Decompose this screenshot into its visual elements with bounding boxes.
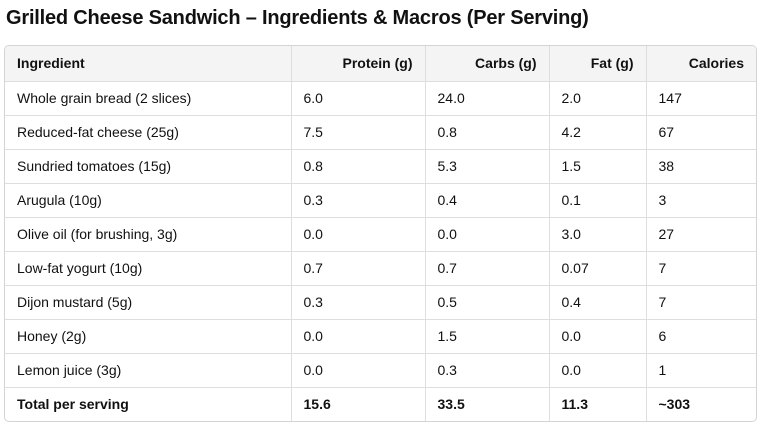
cell-fat: 4.2 (549, 115, 647, 150)
table-row: Dijon mustard (5g) 0.3 0.5 0.4 7 (5, 285, 756, 320)
cell-protein: 0.3 (291, 285, 426, 320)
cell-protein: 15.6 (291, 387, 426, 421)
cell-protein: 0.3 (291, 183, 426, 218)
cell-calories: 147 (646, 81, 756, 116)
cell-ingredient: Reduced-fat cheese (25g) (5, 115, 292, 150)
cell-calories: 38 (646, 149, 756, 184)
cell-ingredient: Dijon mustard (5g) (5, 285, 292, 320)
cell-calories: 1 (646, 353, 756, 388)
cell-protein: 7.5 (291, 115, 426, 150)
cell-fat: 1.5 (549, 149, 647, 184)
header-carbs: Carbs (g) (425, 46, 550, 82)
table-row: Sundried tomatoes (15g) 0.8 5.3 1.5 38 (5, 149, 756, 184)
cell-fat: 3.0 (549, 217, 647, 252)
table-row: Reduced-fat cheese (25g) 7.5 0.8 4.2 67 (5, 115, 756, 150)
page-title: Grilled Cheese Sandwich – Ingredients & … (6, 7, 589, 29)
cell-fat: 0.0 (549, 319, 647, 354)
cell-ingredient: Sundried tomatoes (15g) (5, 149, 292, 184)
cell-protein: 0.0 (291, 353, 426, 388)
cell-ingredient: Low-fat yogurt (10g) (5, 251, 292, 286)
cell-carbs: 0.3 (425, 353, 550, 388)
cell-fat: 0.0 (549, 353, 647, 388)
cell-carbs: 0.8 (425, 115, 550, 150)
cell-protein: 0.8 (291, 149, 426, 184)
cell-calories: 67 (646, 115, 756, 150)
macros-table: Ingredient Protein (g) Carbs (g) Fat (g)… (4, 45, 757, 422)
table-row: Honey (2g) 0.0 1.5 0.0 6 (5, 319, 756, 354)
cell-calories: 7 (646, 251, 756, 286)
cell-calories: 27 (646, 217, 756, 252)
cell-calories: ~303 (658, 396, 691, 413)
cell-carbs: 33.5 (425, 387, 550, 421)
total-row: Total per serving 15.6 33.5 11.3 ~303 (5, 387, 756, 421)
cell-protein: 0.0 (291, 319, 426, 354)
header-calories: Calories (646, 46, 756, 82)
cell-carbs: 5.3 (425, 149, 550, 184)
cell-carbs: 1.5 (425, 319, 550, 354)
table-row: Low-fat yogurt (10g) 0.7 0.7 0.07 7 (5, 251, 756, 286)
cell-carbs: 0.5 (425, 285, 550, 320)
header-ingredient: Ingredient (5, 46, 292, 82)
cell-protein: 6.0 (291, 81, 426, 116)
header-protein: Protein (g) (291, 46, 426, 82)
cell-fat: 0.07 (549, 251, 647, 286)
table-header-row: Ingredient Protein (g) Carbs (g) Fat (g)… (5, 46, 756, 82)
cell-fat: 0.4 (549, 285, 647, 320)
cell-calories: 3 (646, 183, 756, 218)
table-row: Whole grain bread (2 slices) 6.0 24.0 2.… (5, 81, 756, 116)
table-row: Olive oil (for brushing, 3g) 0.0 0.0 3.0… (5, 217, 756, 252)
cell-protein: 0.7 (291, 251, 426, 286)
cell-ingredient: Olive oil (for brushing, 3g) (5, 217, 292, 252)
cell-calories: 7 (646, 285, 756, 320)
cell-carbs: 0.7 (425, 251, 550, 286)
table-row: Lemon juice (3g) 0.0 0.3 0.0 1 (5, 353, 756, 388)
header-fat: Fat (g) (549, 46, 647, 82)
cell-carbs: 0.0 (425, 217, 550, 252)
cell-ingredient: Honey (2g) (5, 319, 292, 354)
cell-fat: 2.0 (549, 81, 647, 116)
cell-fat: 11.3 (549, 387, 647, 421)
cell-ingredient: Lemon juice (3g) (5, 353, 292, 388)
cell-ingredient: Arugula (10g) (5, 183, 292, 218)
table-row: Arugula (10g) 0.3 0.4 0.1 3 (5, 183, 756, 218)
cell-ingredient: Whole grain bread (2 slices) (5, 81, 292, 116)
cell-ingredient: Total per serving (5, 387, 292, 421)
cell-protein: 0.0 (291, 217, 426, 252)
cell-carbs: 0.4 (425, 183, 550, 218)
cell-carbs: 24.0 (425, 81, 550, 116)
cell-fat: 0.1 (549, 183, 647, 218)
cell-calories: 6 (646, 319, 756, 354)
